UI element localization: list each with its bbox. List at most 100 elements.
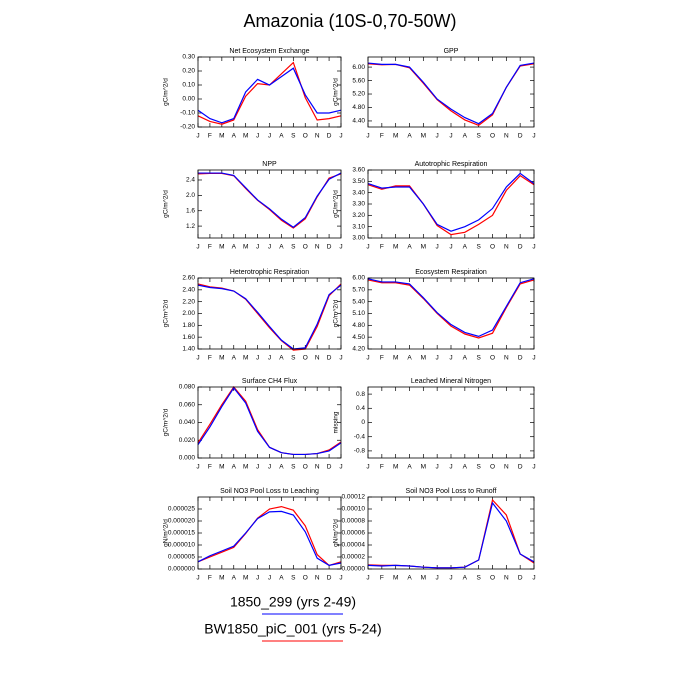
- x-tick-label: A: [232, 355, 237, 362]
- x-tick-label: M: [421, 244, 426, 251]
- y-tick-label: 0.00006: [342, 530, 366, 537]
- x-tick-label: J: [366, 133, 369, 140]
- x-tick-label: A: [232, 244, 237, 251]
- x-tick-label: A: [232, 133, 237, 140]
- x-tick-label: A: [407, 464, 412, 471]
- plot-frame: [367, 277, 535, 350]
- x-tick-label: D: [518, 244, 523, 251]
- x-tick-label: O: [303, 133, 308, 140]
- x-tick-label: J: [256, 575, 259, 582]
- x-tick-label: O: [490, 244, 495, 251]
- x-tick-label: M: [421, 355, 426, 362]
- x-tick-label: J: [339, 464, 342, 471]
- x-tick-label: S: [476, 244, 481, 251]
- plot-frame: [367, 386, 535, 459]
- y-tick-label: 0.10: [182, 82, 195, 89]
- x-tick-label: S: [476, 464, 481, 471]
- x-tick-label: F: [208, 464, 212, 471]
- y-tick-label: 0.040: [179, 419, 196, 426]
- x-tick-label: M: [219, 355, 224, 362]
- x-tick-label: A: [279, 133, 284, 140]
- x-tick-label: J: [449, 244, 452, 251]
- y-tick-label: 1.80: [182, 322, 195, 329]
- x-tick-label: J: [256, 464, 259, 471]
- y-tick-label: 0.4: [356, 405, 365, 412]
- x-tick-label: D: [518, 464, 523, 471]
- y-tick-label: 0.060: [179, 401, 196, 408]
- y-tick-label: 1.40: [182, 346, 195, 353]
- x-tick-label: S: [476, 355, 481, 362]
- y-tick-label: 1.60: [182, 334, 195, 341]
- x-tick-label: J: [449, 464, 452, 471]
- y-tick-label: -0.8: [354, 448, 366, 455]
- x-tick-label: N: [504, 355, 509, 362]
- x-tick-label: N: [315, 575, 320, 582]
- y-tick-label: 0.00010: [342, 506, 366, 513]
- x-tick-label: J: [256, 244, 259, 251]
- x-tick-label: O: [303, 244, 308, 251]
- x-tick-label: F: [380, 355, 384, 362]
- x-tick-label: O: [490, 355, 495, 362]
- x-tick-label: M: [243, 244, 248, 251]
- x-tick-label: S: [291, 355, 296, 362]
- panel-title: Leached Mineral Nitrogen: [411, 378, 491, 385]
- y-tick-label: 4.80: [352, 104, 365, 111]
- x-tick-label: A: [407, 244, 412, 251]
- y-tick-label: 0: [361, 419, 365, 426]
- x-tick-label: F: [380, 133, 384, 140]
- x-tick-label: F: [380, 575, 384, 582]
- data-line: [367, 62, 535, 125]
- y-axis-label: gC/m^2/d: [333, 190, 340, 218]
- x-tick-label: M: [393, 575, 398, 582]
- x-tick-label: J: [366, 244, 369, 251]
- x-tick-label: J: [196, 575, 199, 582]
- panel-title: Ecosystem Respiration: [415, 269, 487, 276]
- x-tick-label: F: [380, 244, 384, 251]
- x-tick-label: N: [315, 133, 320, 140]
- x-tick-label: N: [504, 464, 509, 471]
- y-tick-label: 0.000010: [168, 542, 195, 549]
- x-tick-label: D: [327, 464, 332, 471]
- x-tick-label: M: [219, 575, 224, 582]
- data-line: [367, 172, 535, 232]
- y-axis-label: gN/m^2/d: [333, 519, 340, 547]
- y-tick-label: 0.00000: [342, 566, 366, 573]
- x-tick-label: J: [532, 133, 535, 140]
- y-tick-label: 5.10: [352, 310, 365, 317]
- x-tick-label: O: [303, 575, 308, 582]
- y-axis-label: missing: [333, 411, 340, 433]
- y-tick-label: 4.40: [352, 118, 365, 125]
- y-tick-label: 6.00: [352, 64, 365, 71]
- x-tick-label: F: [208, 244, 212, 251]
- x-tick-label: F: [208, 575, 212, 582]
- y-tick-label: 3.30: [352, 201, 365, 208]
- x-tick-label: J: [449, 133, 452, 140]
- x-tick-label: A: [463, 244, 468, 251]
- panel-title: Soil NO3 Pool Loss to Leaching: [220, 488, 319, 495]
- y-tick-label: 0.20: [182, 68, 195, 75]
- y-tick-label: 4.20: [352, 346, 365, 353]
- x-tick-label: J: [436, 464, 439, 471]
- x-tick-label: M: [393, 355, 398, 362]
- plot-frame: [197, 496, 342, 570]
- plot-frame: [197, 169, 342, 239]
- data-line: [367, 278, 535, 338]
- x-tick-label: A: [232, 575, 237, 582]
- x-tick-label: A: [279, 355, 284, 362]
- x-tick-label: J: [268, 244, 271, 251]
- plot-frame: [367, 56, 535, 128]
- x-tick-label: A: [279, 464, 284, 471]
- y-tick-label: 5.70: [352, 287, 365, 294]
- x-tick-label: J: [366, 355, 369, 362]
- x-tick-label: O: [303, 355, 308, 362]
- x-tick-label: J: [436, 133, 439, 140]
- x-tick-label: M: [219, 464, 224, 471]
- x-tick-label: J: [532, 575, 535, 582]
- y-tick-label: 2.0: [186, 192, 195, 199]
- x-tick-label: D: [327, 244, 332, 251]
- x-tick-label: M: [243, 464, 248, 471]
- x-tick-label: F: [208, 355, 212, 362]
- x-tick-label: O: [490, 464, 495, 471]
- x-tick-label: N: [315, 464, 320, 471]
- data-line: [367, 501, 535, 569]
